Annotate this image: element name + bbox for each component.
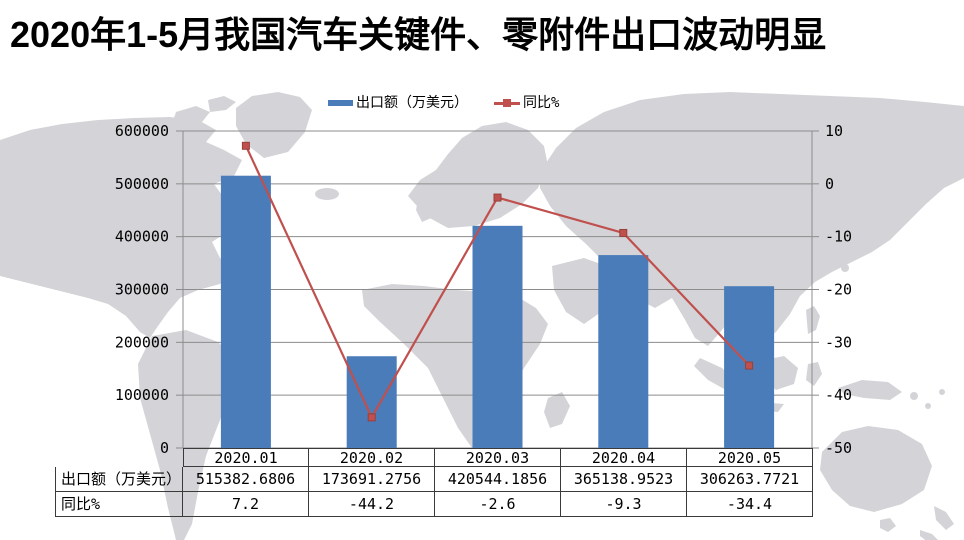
y-axis-right-label: -30 (825, 333, 852, 351)
line-marker-2020.02 (367, 413, 376, 422)
y-axis-left-label: 400000 (115, 228, 169, 246)
chart-title: 2020年1-5月我国汽车关键件、零附件出口波动明显 (10, 14, 827, 55)
yoy-value-cell: -9.3 (561, 492, 687, 517)
y-axis-left-label: 200000 (115, 333, 169, 351)
bar-legend-swatch (328, 100, 353, 106)
bar-2020.01 (220, 175, 271, 448)
line-marker-2020.05 (745, 361, 754, 370)
line-legend-marker-icon (503, 98, 511, 107)
y-axis-left-label: 0 (160, 439, 169, 457)
yoy-value-cell: -44.2 (309, 492, 435, 517)
y-axis-right-label: -50 (825, 439, 852, 457)
table-row: 同比% 7.2 -44.2 -2.6 -9.3 -34.4 (55, 492, 813, 517)
bar-2020.03 (472, 225, 523, 448)
y-axis-right-label: -40 (825, 386, 852, 404)
category-cell: 2020.05 (687, 448, 813, 467)
y-axis-right-label: 10 (825, 122, 843, 140)
table-row: 出口额（万美元） 515382.6806 173691.2756 420544.185… (55, 467, 813, 492)
export-value-cell: 173691.2756 (309, 467, 435, 492)
category-cell: 2020.01 (183, 448, 309, 467)
table-row: 2020.01 2020.02 2020.03 2020.04 2020.05 (183, 448, 813, 467)
bar-legend-label: 出口额（万美元） (356, 95, 468, 111)
yoy-value-cell: -2.6 (435, 492, 561, 517)
category-cell: 2020.03 (435, 448, 561, 467)
table-row-header: 出口额（万美元） (55, 467, 183, 492)
line-marker-2020.01 (241, 141, 250, 150)
y-axis-left-label: 600000 (115, 122, 169, 140)
y-axis-right-label: -10 (825, 228, 852, 246)
bar-2020.02 (346, 356, 397, 448)
export-value-cell: 306263.7721 (687, 467, 813, 492)
export-value-cell: 515382.6806 (183, 467, 309, 492)
line-legend-swatch (494, 98, 520, 107)
y-axis-left-label: 100000 (115, 386, 169, 404)
yoy-value-cell: -34.4 (687, 492, 813, 517)
category-cell: 2020.04 (561, 448, 687, 467)
yoy-value-cell: 7.2 (183, 492, 309, 517)
export-value-cell: 365138.9523 (561, 467, 687, 492)
line-marker-2020.03 (493, 193, 502, 202)
y-axis-left-label: 500000 (115, 175, 169, 193)
line-legend-label: 同比% (523, 95, 560, 111)
y-axis-right-label: 0 (825, 175, 834, 193)
y-axis-left-label: 300000 (115, 281, 169, 299)
data-table: 2020.01 2020.02 2020.03 2020.04 2020.05 出口额（万… (55, 448, 814, 517)
export-value-cell: 420544.1856 (435, 467, 561, 492)
category-cell: 2020.02 (309, 448, 435, 467)
legend: 出口额（万美元） 同比% (328, 94, 559, 112)
y-axis-right-label: -20 (825, 281, 852, 299)
line-marker-2020.04 (619, 228, 628, 237)
bar-2020.04 (598, 255, 649, 448)
table-row-header: 同比% (55, 492, 183, 517)
